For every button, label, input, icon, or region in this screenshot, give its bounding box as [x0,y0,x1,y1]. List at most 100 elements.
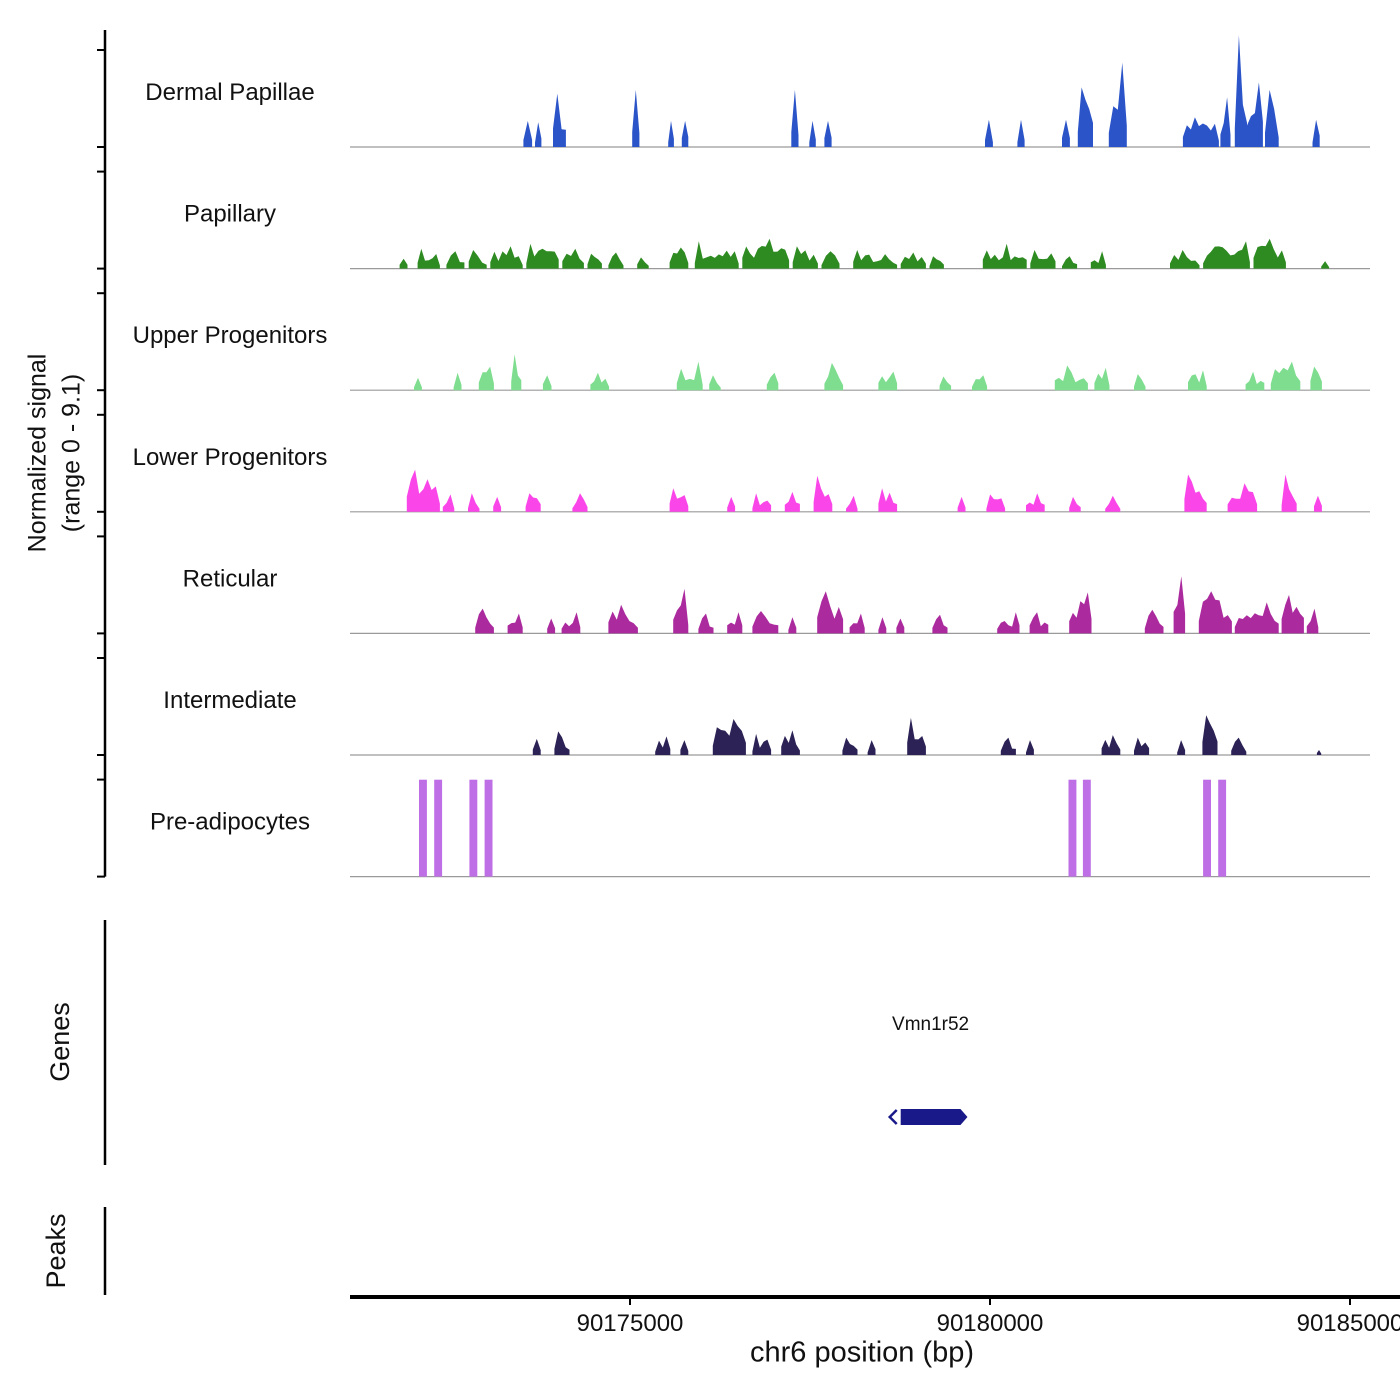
track-label-0: Dermal Papillae [145,79,314,106]
x-tick-label: 90175000 [577,1310,684,1337]
signal-peak [475,608,494,634]
signal-peak [478,366,494,391]
signal-peak [878,371,898,391]
signal-peak [1173,576,1186,634]
signal-peak [1017,119,1025,147]
signal-peak [490,246,523,269]
signal-peak [1312,119,1320,147]
signal-peak [997,612,1020,634]
signal-peak [742,238,790,269]
signal-peak [1253,238,1286,269]
signal-bar [1218,779,1227,877]
signal-bar [1082,779,1091,877]
signal-peak [982,243,1027,269]
signal-peak [453,372,462,391]
track-signal-6 [419,779,1227,877]
signal-peak [673,588,689,634]
signal-peak [561,612,581,634]
signal-peak [853,250,898,269]
signal-bar [484,779,493,877]
signal-peak [1281,594,1304,634]
signal-peak [572,493,588,512]
signal-bar [1068,779,1077,877]
signal-peak [442,494,455,512]
signal-peak [676,361,703,391]
gene-strand-arrow [887,1109,898,1125]
signal-peak [511,354,522,391]
signal-peak [842,737,858,755]
signal-peak [792,246,818,269]
signal-peak [1270,361,1301,391]
signal-peak [1062,119,1070,147]
signal-peak [1306,608,1319,634]
signal-peak [1094,367,1110,391]
signal-peak [1029,612,1049,634]
signal-peak [406,469,440,512]
signal-peak [446,251,465,269]
signal-peak [637,257,649,269]
signal-peak [1203,241,1250,269]
signal-peak [727,496,736,512]
track-signal-1 [399,238,1330,269]
signal-peak [813,475,833,512]
signal-peak [535,122,542,147]
signal-peak [608,252,624,269]
signal-peak [1265,89,1279,147]
signal-peak [694,241,739,269]
signal-peak [414,377,422,391]
signal-peak [849,613,865,634]
signal-peak [1144,609,1164,634]
signal-peak [824,120,832,147]
signal-peak [468,250,487,269]
signal-peak [900,252,926,269]
signal-peak [399,258,408,269]
signal-peak [1245,371,1265,391]
track-label-2: Upper Progenitors [133,322,328,349]
signal-peak [587,253,602,269]
signal-peak [1077,87,1093,147]
track-signal-3 [406,469,1322,512]
signal-peak [1134,737,1150,755]
signal-peak [709,375,721,391]
signal-peak [1220,97,1231,147]
gene-name-label: Vmn1r52 [892,1014,969,1035]
signal-peak [1234,35,1247,148]
signal-peak [986,494,1006,512]
signal-peak [1170,250,1200,269]
signal-peak [766,372,779,391]
signal-peak [655,736,671,755]
signal-peak [417,248,440,269]
track-signal-4 [475,576,1319,634]
signal-peak [681,120,689,147]
signal-peak [1198,591,1232,634]
signal-peak [907,717,926,755]
signal-peak [1026,493,1045,512]
signal-peak [1184,474,1207,512]
signal-peak [542,375,552,391]
signal-peak [632,89,640,147]
signal-peak [1182,117,1219,147]
signal-peak [669,488,689,512]
signal-peak [957,496,966,512]
signal-peak [824,362,844,391]
signal-peak [1177,740,1186,755]
signal-peak [532,738,541,755]
signal-peak [781,730,800,755]
signal-peak [1134,374,1146,391]
signal-peak [1090,251,1106,269]
track-label-3: Lower Progenitors [133,444,328,471]
signal-peak [878,617,887,634]
track-signal-5 [532,715,1322,755]
track-signal-0 [523,35,1320,148]
signal-peak [712,719,746,755]
signal-peak [939,376,952,391]
signal-peak [668,120,674,147]
signal-peak [929,256,944,269]
signal-peak [752,611,779,634]
track-label-1: Papillary [184,201,276,228]
signal-bar [419,779,427,877]
signal-peak [493,496,502,512]
track-label-6: Pre-adipocytes [150,809,310,836]
signal-peak [1247,82,1263,147]
